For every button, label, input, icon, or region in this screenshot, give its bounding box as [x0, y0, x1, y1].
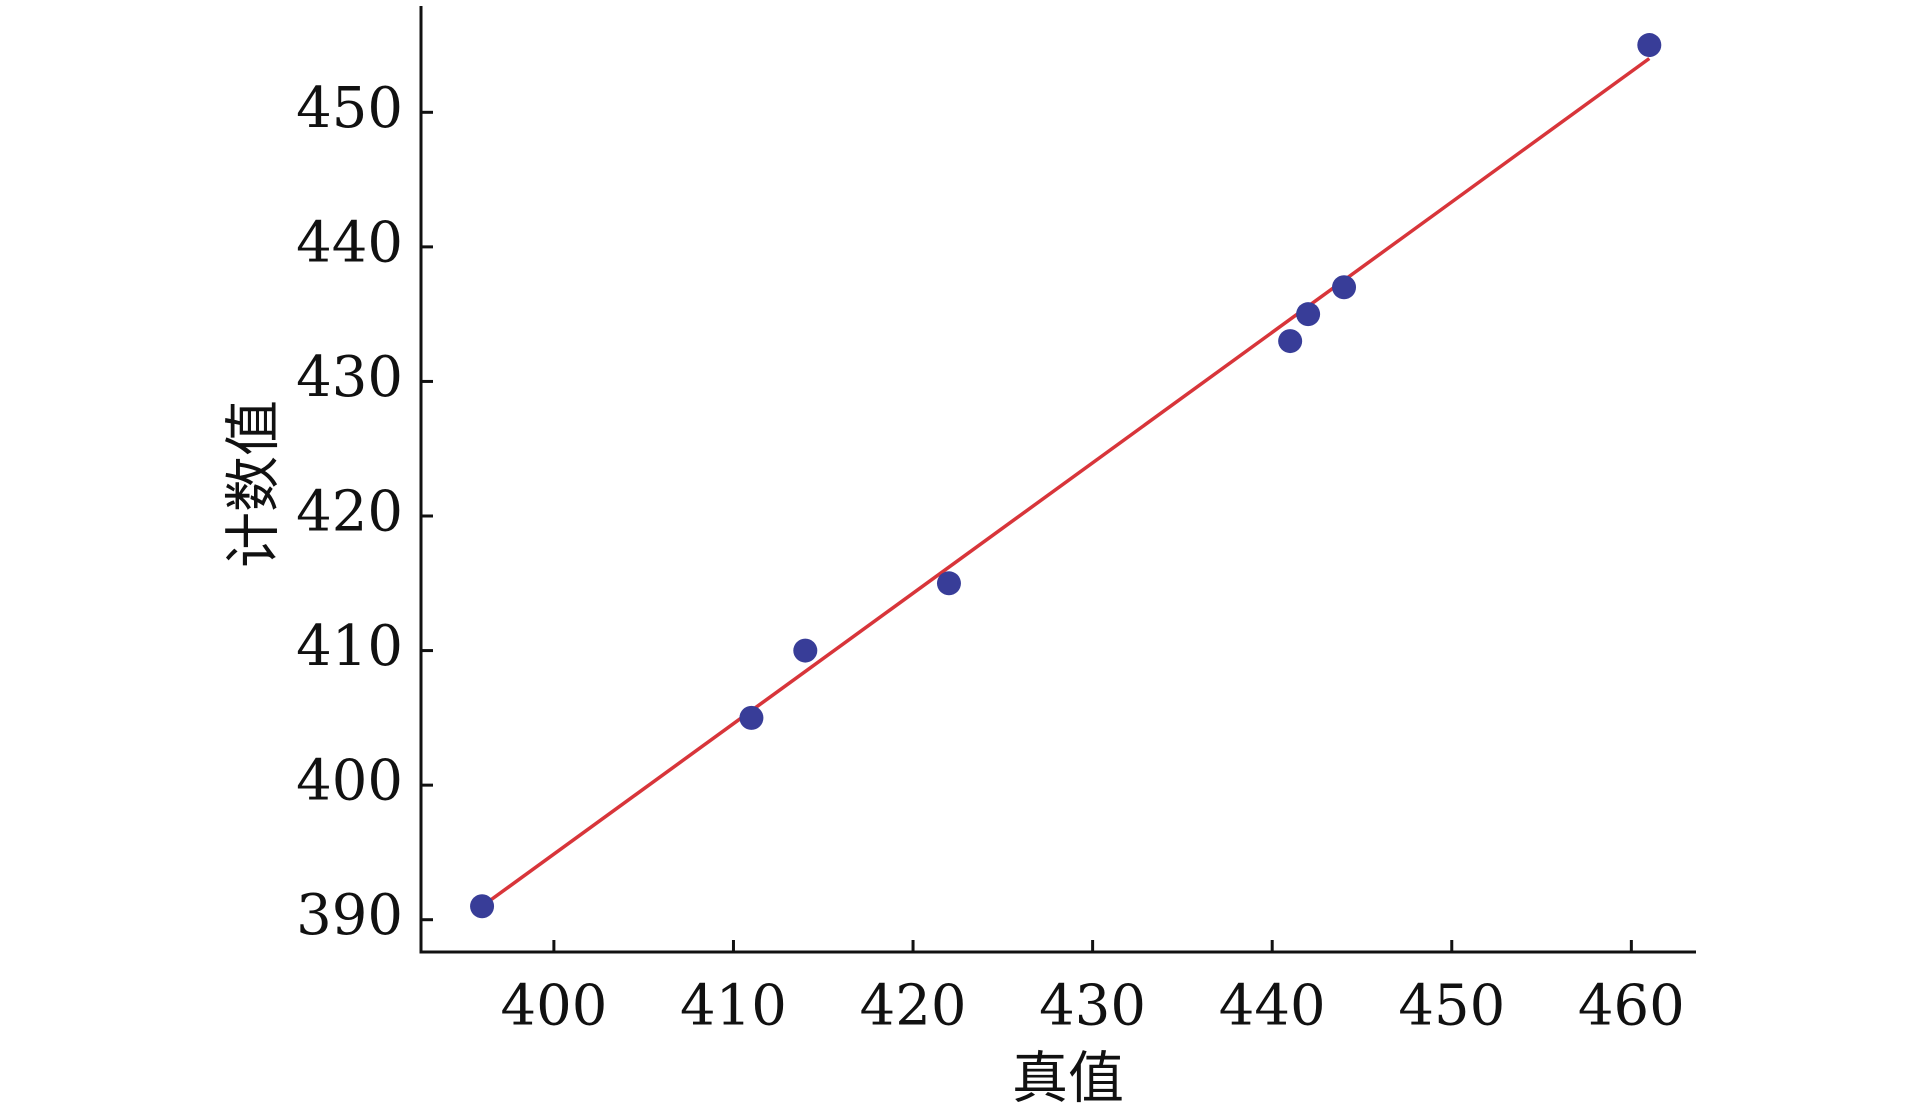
- x-tick-label: 440: [1219, 974, 1326, 1039]
- y-tick-label: 410: [296, 614, 403, 679]
- y-tick-label: 400: [296, 749, 403, 814]
- point: [793, 638, 818, 663]
- y-tick-label: 430: [296, 345, 403, 410]
- point: [1637, 33, 1662, 58]
- x-tick-label: 460: [1578, 974, 1685, 1039]
- y-tick-label: 390: [296, 883, 403, 948]
- y-axis-label: 计数值: [222, 400, 287, 568]
- fit-line: [481, 57, 1651, 908]
- x-tick-label: 420: [860, 974, 967, 1039]
- x-tick-label: 450: [1398, 974, 1505, 1039]
- y-tick-label: 440: [296, 210, 403, 275]
- point: [1296, 302, 1321, 327]
- point: [1332, 275, 1357, 300]
- x-axis-label: 真值: [1012, 1047, 1124, 1110]
- y-tick-label: 450: [296, 76, 403, 141]
- point: [739, 705, 764, 730]
- y-tick-label: 420: [296, 480, 403, 545]
- point: [936, 571, 961, 596]
- x-tick-label: 430: [1039, 974, 1146, 1039]
- x-tick-label: 410: [680, 974, 787, 1039]
- x-tick-label: 400: [500, 974, 607, 1039]
- point: [470, 894, 495, 919]
- point: [1278, 329, 1303, 354]
